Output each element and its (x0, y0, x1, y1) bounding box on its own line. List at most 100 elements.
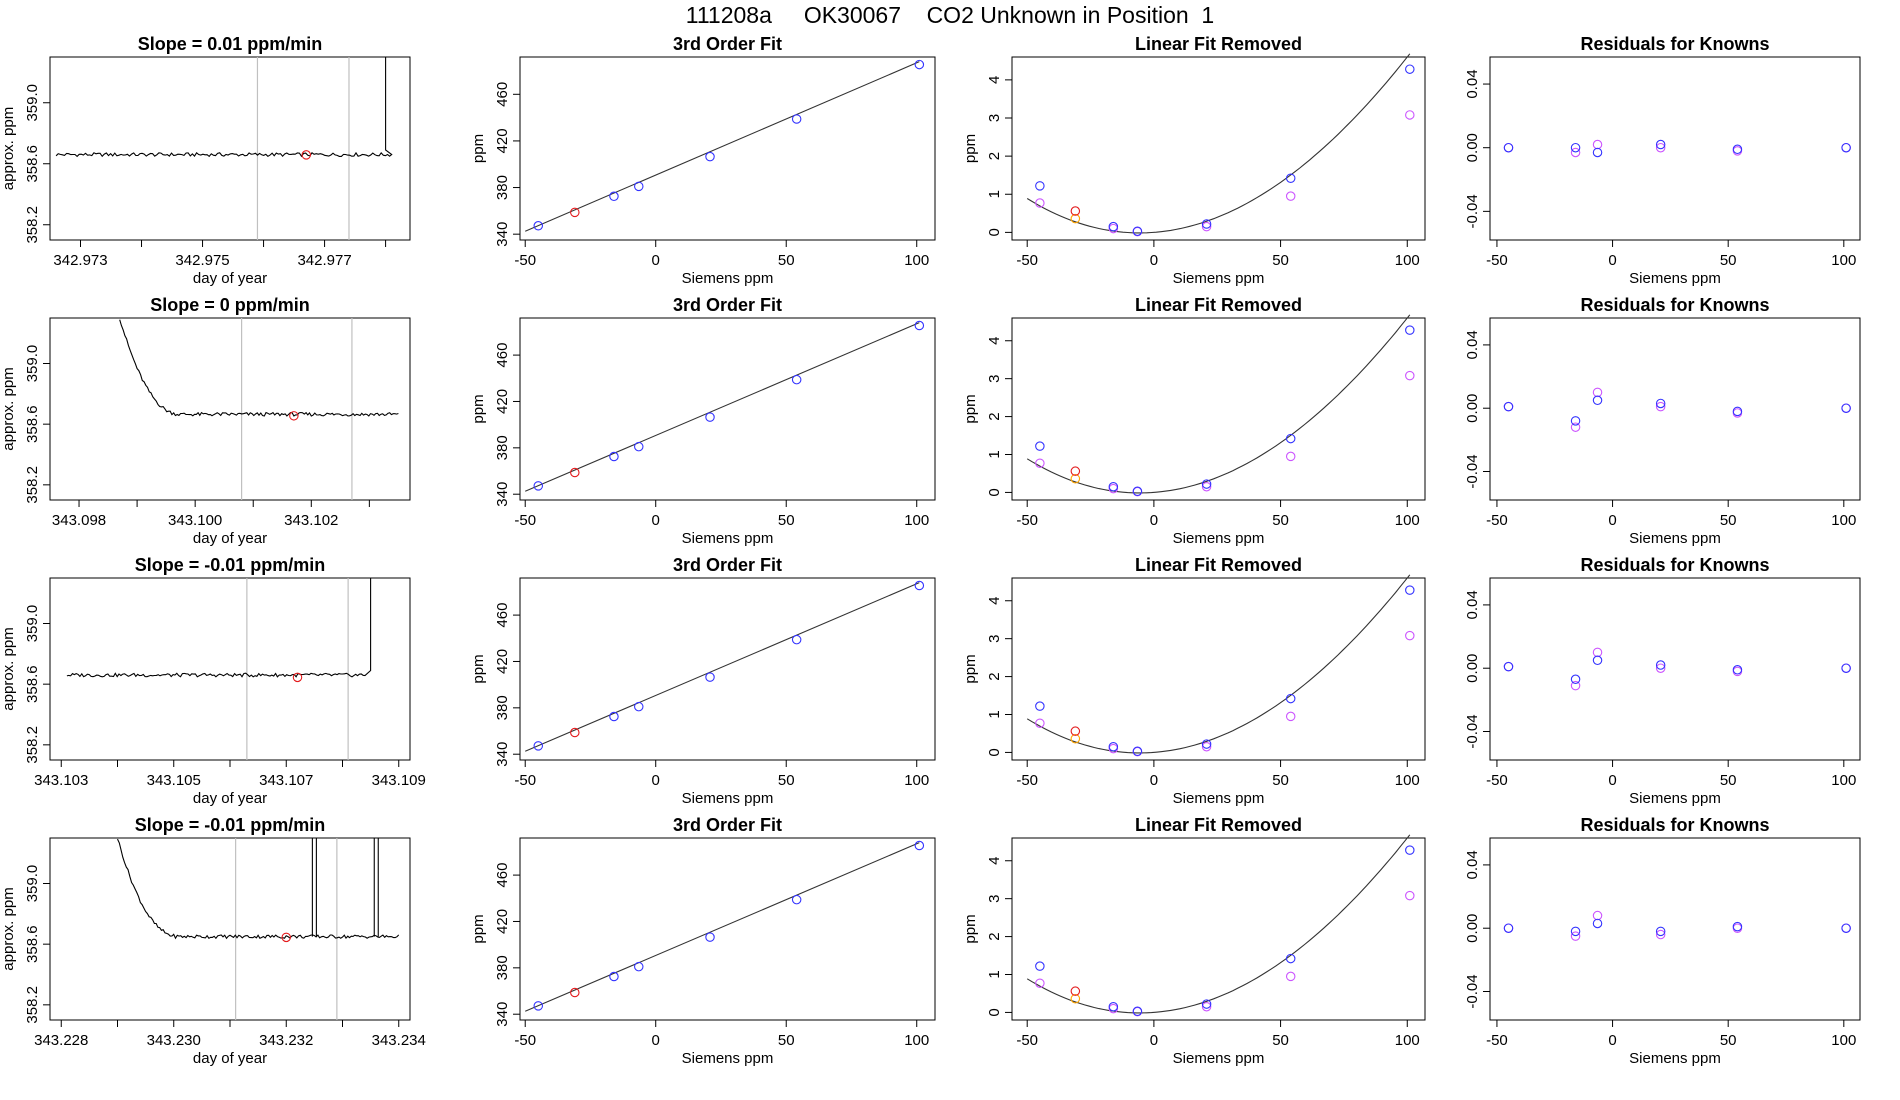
residual-point (1655, 663, 1666, 673)
plot-frame (49, 837, 411, 1021)
y-axis-label: approx. ppm (0, 887, 17, 970)
y-tick-label: 2 (986, 672, 1003, 680)
y-tick-label: -0.04 (1464, 194, 1481, 228)
y-tick-label: 380 (494, 955, 511, 980)
y-tick-label: 3 (986, 374, 1003, 382)
x-tick-label: 343.100 (168, 512, 222, 529)
y-tick-label: -0.04 (1464, 974, 1481, 1008)
x-tick-label: 100 (1395, 512, 1420, 529)
y-tick-label: 0.00 (1464, 914, 1481, 943)
x-tick-label: -50 (514, 772, 536, 789)
residual-point (1405, 630, 1415, 641)
y-axis-label: ppm (470, 134, 487, 163)
x-tick-label: -50 (1016, 1032, 1038, 1049)
known-point (914, 59, 925, 70)
known-point (705, 932, 715, 942)
x-tick-label: 0 (1150, 512, 1158, 529)
known-point (1405, 585, 1415, 595)
x-tick-label: 0 (1150, 252, 1158, 269)
x-tick-label: 343.098 (52, 512, 106, 529)
y-tick-label: 4 (986, 337, 1003, 345)
known-point (609, 191, 619, 202)
known-point (1592, 395, 1603, 406)
panel-title: 3rd Order Fit (673, 815, 782, 835)
timeseries-panel: Slope = -0.01 ppm/min 343.228 343.230 343.2… (0, 815, 426, 1067)
y-tick-label: 3 (986, 634, 1003, 642)
x-axis-label: Siemens ppm (682, 1050, 774, 1067)
y-axis-label: ppm (962, 654, 979, 683)
x-tick-label: 343.234 (372, 1032, 426, 1049)
fit-line (525, 322, 920, 492)
x-tick-label: 343.102 (284, 512, 338, 529)
plot-frame (519, 837, 936, 1021)
x-tick-label: -50 (514, 252, 536, 269)
timeseries-panel: Slope = 0.01 ppm/min 342.973 342.975 342.97… (0, 34, 411, 287)
known-point (1655, 139, 1666, 150)
known-point (1503, 142, 1514, 153)
x-tick-label: 50 (1720, 252, 1737, 269)
x-axis-label: day of year (193, 270, 267, 287)
known-point (1841, 663, 1851, 673)
y-tick-label: -0.04 (1464, 454, 1481, 488)
known-point (791, 894, 802, 905)
x-axis-label: day of year (193, 790, 267, 807)
panel-title: 3rd Order Fit (673, 295, 782, 315)
residuals-panel: Residuals for Knowns -50 0 50 100 Siemens ppm… (1464, 295, 1861, 547)
residual-point (1285, 971, 1296, 982)
ppm-trace (55, 57, 393, 158)
known-point (1592, 655, 1603, 666)
x-tick-label: 50 (1720, 512, 1737, 529)
known-point (914, 840, 925, 851)
spike-trace (311, 838, 317, 937)
x-tick-label: 0 (1608, 772, 1616, 789)
unknown-point (1070, 726, 1081, 736)
known-point (609, 971, 619, 982)
residual-point (1655, 142, 1666, 153)
x-tick-label: 50 (1720, 772, 1737, 789)
x-tick-label: 50 (778, 1032, 795, 1049)
y-tick-label: 460 (494, 343, 511, 368)
unknown-point (570, 207, 580, 218)
known-point (1655, 398, 1666, 409)
known-point (1503, 923, 1514, 933)
fit-curve (1026, 314, 1411, 494)
y-axis-label: ppm (962, 394, 979, 423)
x-tick-label: 0 (652, 252, 660, 269)
residual-point (1201, 1001, 1212, 1012)
x-tick-label: 100 (1831, 252, 1856, 269)
x-tick-label: 0 (652, 772, 660, 789)
fit-panel: 3rd Order Fit -50 0 50 100 Siemens ppm 340 380 4… (470, 295, 936, 547)
known-point (1592, 147, 1603, 158)
x-tick-label: 0 (1608, 1032, 1616, 1049)
known-point (1132, 226, 1143, 236)
panel-title: 3rd Order Fit (673, 555, 782, 575)
x-tick-label: 50 (1272, 252, 1289, 269)
y-tick-label: 340 (494, 742, 511, 767)
x-tick-label: -50 (1486, 252, 1508, 269)
x-tick-label: 343.228 (34, 1032, 88, 1049)
x-tick-label: 100 (904, 512, 929, 529)
panel-title: Linear Fit Removed (1135, 815, 1302, 835)
unknown-point (1070, 986, 1081, 996)
timeseries-panel: Slope = -0.01 ppm/min 343.103 343.105 343.1… (0, 555, 426, 807)
plot-frame (519, 56, 936, 241)
plot-frame (1011, 56, 1426, 241)
fit-curve (1026, 834, 1411, 1014)
known-point (1035, 181, 1045, 191)
y-tick-label: 1 (986, 710, 1003, 718)
known-point (533, 481, 544, 491)
x-tick-label: 50 (1272, 772, 1289, 789)
x-axis-label: Siemens ppm (682, 790, 774, 807)
known-point (1570, 926, 1581, 937)
x-tick-label: 100 (1831, 1032, 1856, 1049)
x-tick-label: -50 (1486, 1032, 1508, 1049)
y-tick-label: 4 (986, 597, 1003, 605)
residual-point (1570, 931, 1581, 941)
x-axis-label: Siemens ppm (1629, 1050, 1721, 1067)
y-tick-label: 358.2 (24, 206, 41, 244)
residual-point (1655, 929, 1666, 940)
y-axis-label: ppm (962, 914, 979, 943)
x-tick-label: 100 (1395, 252, 1420, 269)
timeseries-panel: Slope = 0 ppm/min 343.098 343.100 343.102 da… (0, 295, 411, 547)
x-axis-label: Siemens ppm (1173, 1050, 1265, 1067)
